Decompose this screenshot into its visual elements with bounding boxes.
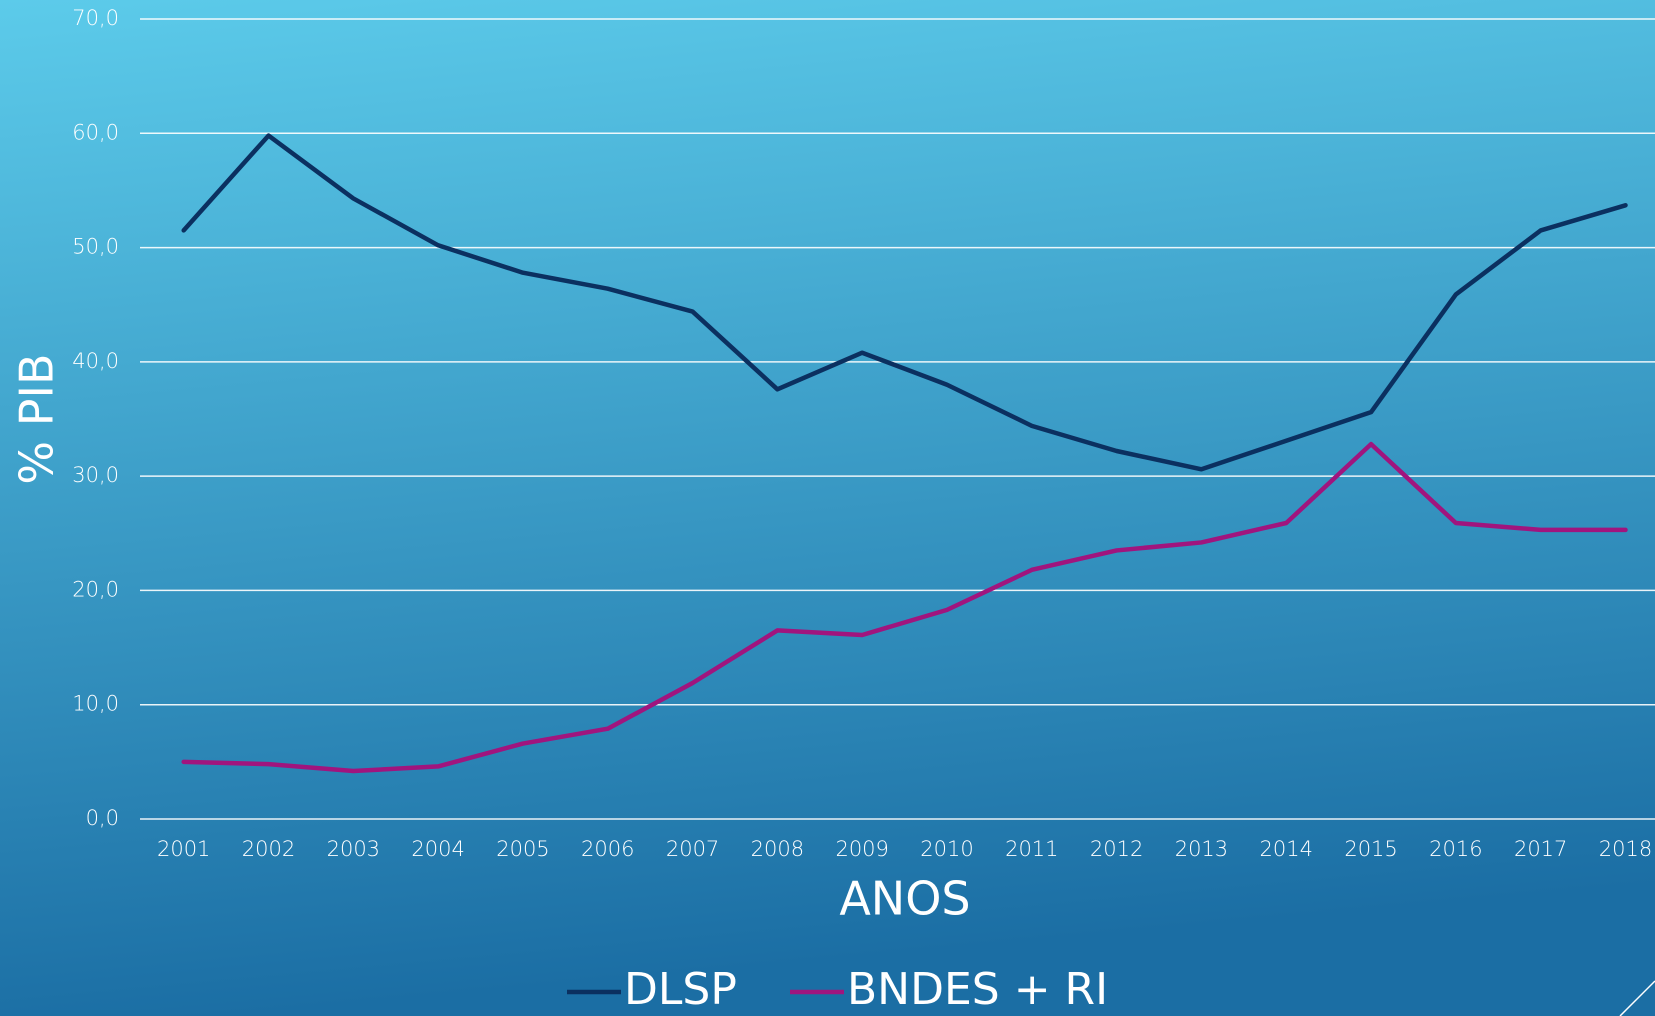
x-tick-label: 2016 [1429,837,1482,861]
x-tick-label: 2011 [1005,837,1058,861]
y-tick-label: 50,0 [72,235,119,259]
x-axis-label: ANOS [839,872,970,926]
x-tick-label: 2005 [496,837,549,861]
y-axis-label: % PIB [10,353,64,484]
x-tick-label: 2009 [835,837,888,861]
y-tick-label: 60,0 [72,120,119,144]
x-tick-label: 2010 [920,837,973,861]
x-tick-label: 2001 [157,837,210,861]
corner-decoration [1619,980,1655,1016]
x-tick-label: 2004 [411,837,464,861]
x-tick-label: 2008 [751,837,804,861]
x-tick-label: 2003 [327,837,380,861]
y-tick-label: 20,0 [72,577,119,601]
x-tick-label: 2006 [581,837,634,861]
x-tick-label: 2013 [1175,837,1228,861]
legend-label: BNDES + RI [847,964,1108,1015]
legend-label: DLSP [624,964,737,1015]
y-tick-label: 70,0 [72,6,119,30]
y-tick-label: 40,0 [72,349,119,373]
x-tick-label: 2015 [1344,837,1397,861]
x-tick-label: 2017 [1514,837,1567,861]
x-tick-label: 2002 [242,837,295,861]
x-tick-label: 2012 [1090,837,1143,861]
x-tick-label: 2018 [1599,837,1652,861]
x-tick-label: 2014 [1260,837,1313,861]
x-tick-label: 2007 [666,837,719,861]
y-tick-label: 10,0 [72,692,119,716]
data-line [181,441,1628,774]
data-line [181,133,1628,472]
y-tick-label: 30,0 [72,463,119,487]
y-tick-label: 0,0 [86,806,119,830]
